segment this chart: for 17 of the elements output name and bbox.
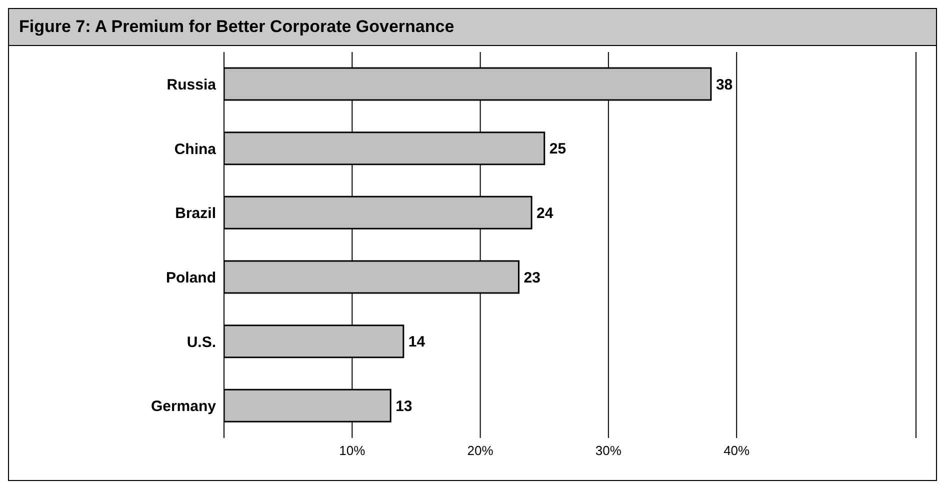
data-label: 38 [716,76,733,94]
data-label: 14 [408,334,426,351]
y-tick-label: China [174,140,217,158]
y-tick-label: Germany [150,398,217,416]
x-tick-label: 40% [724,443,750,458]
y-tick-label: Poland [166,269,216,286]
data-label: 13 [396,398,412,415]
x-tick-label: 20% [467,443,494,458]
data-label: 24 [536,204,554,222]
y-tick-label: Russia [166,76,217,94]
data-label: 23 [524,269,540,286]
y-tick-label: Brazil [175,205,216,222]
x-tick-label: 30% [595,443,622,458]
x-tick-label: 10% [339,443,366,458]
data-label: 25 [549,140,566,158]
chart-title: Figure 7: A Premium for Better Corporate Governance [19,17,454,37]
y-tick-label: U.S. [186,334,216,351]
